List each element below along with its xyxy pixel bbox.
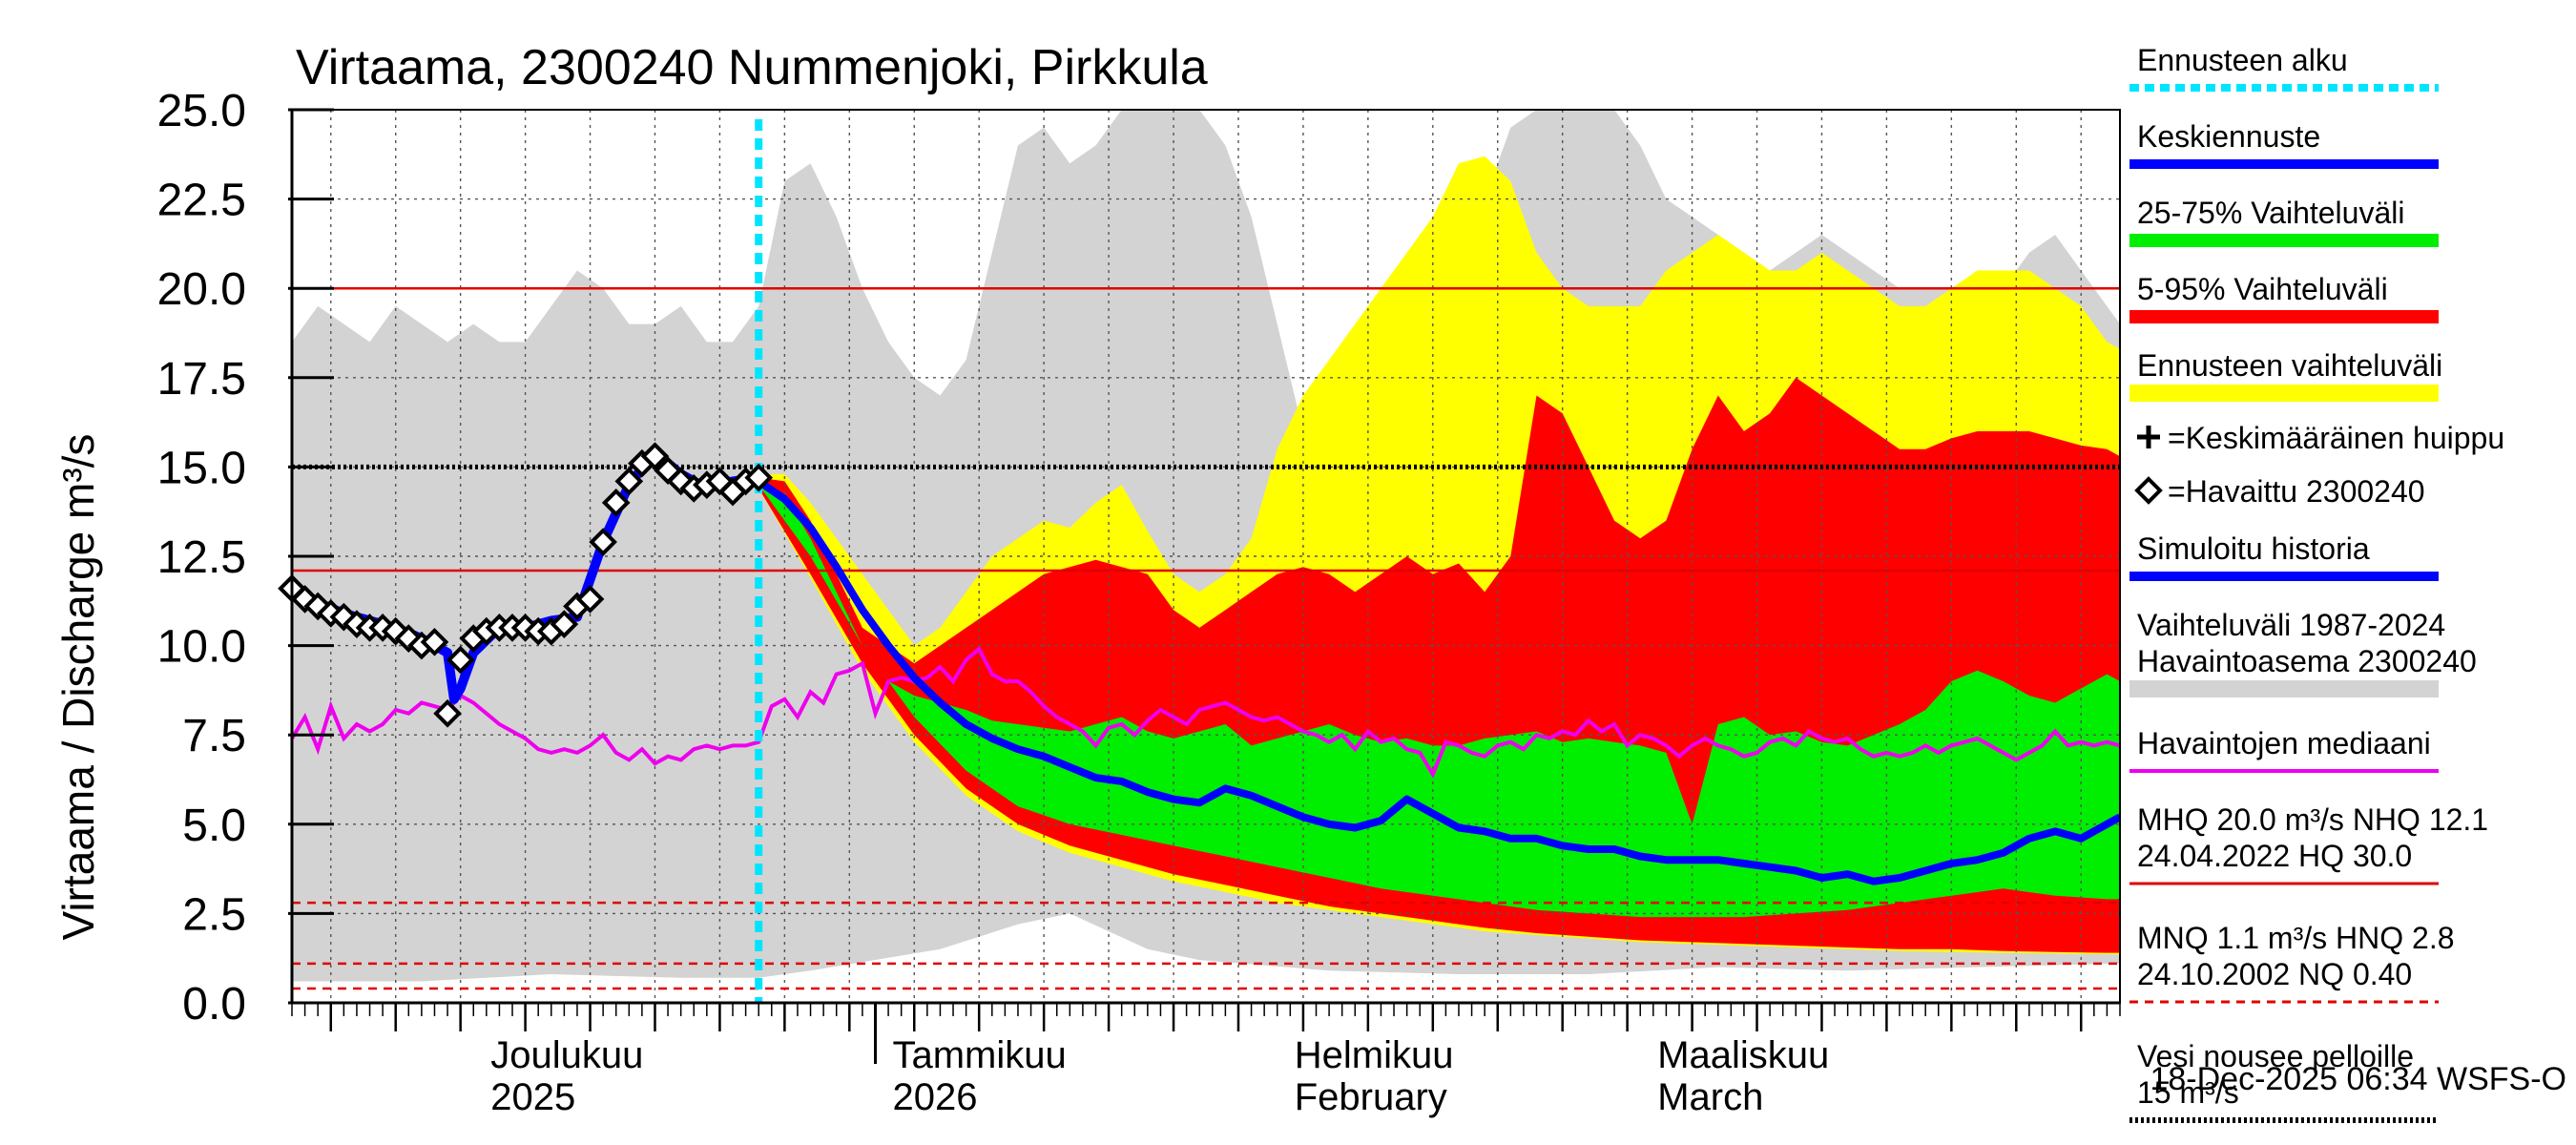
month-label: Joulukuu [490,1034,643,1076]
legend-swatch [2134,476,2163,505]
observed-point [420,628,449,656]
y-tick-label: 22.5 [157,176,246,226]
bands-layer [292,110,2120,982]
mean-forecast-line [756,478,2120,885]
y-tick-label: 25.0 [157,86,246,136]
legend-label: 25-75% Vaihteluväli [2137,196,2404,230]
legend-label: Havaintojen mediaani [2137,726,2431,760]
legend-label: Ennusteen alku [2137,43,2348,77]
y-tick-label: 20.0 [157,264,246,315]
chart-title: Virtaama, 2300240 Nummenjoki, Pirkkula [296,40,1208,95]
month-sublabel: March [1657,1076,1763,1118]
y-tick-label: 2.5 [182,889,246,940]
y-tick-label: 0.0 [182,979,246,1030]
observed-point [446,645,475,675]
observed-point [744,463,774,492]
y-tick-label: 15.0 [157,443,246,493]
observed-point [601,489,631,517]
observed-point [589,528,617,556]
legend-label: =Keskimääräinen huippu [2168,421,2504,455]
legend-label: 5-95% Vaihteluväli [2137,272,2388,306]
legend-label: =Havaittu 2300240 [2168,474,2425,509]
observed-point [550,610,579,638]
legend-label: 24.10.2002 NQ 0.40 [2137,957,2412,991]
legend-label: Ennusteen vaihteluväli [2137,348,2442,383]
observed-markers-layer [278,442,774,728]
legend-label: MHQ 20.0 m³/s NHQ 12.1 [2137,802,2488,837]
footer-timestamp: 18-Dec-2025 06:34 WSFS-O [2150,1061,2566,1097]
y-tick-label: 7.5 [182,711,246,761]
range-25-75-band [758,481,2120,918]
legend-label: Havaintoasema 2300240 [2137,644,2477,678]
legend-label: MNQ 1.1 m³/s HNQ 2.8 [2137,921,2455,955]
legend-label: Keskiennuste [2137,119,2320,154]
month-label: Tammikuu [892,1034,1066,1076]
y-tick-label: 10.0 [157,622,246,673]
legend-label: 24.04.2022 HQ 30.0 [2137,839,2412,873]
observed-point [640,442,670,470]
month-label: Maaliskuu [1657,1034,1829,1076]
observed-point [433,698,462,728]
y-tick-label: 5.0 [182,801,246,851]
axes-layer: 0.0 2.5 5.0 7.5 10.0 12.5 15.0 17.5 20.0 22.5 25.0… [157,86,2121,1118]
y-tick-label: 12.5 [157,532,246,583]
legend-label: Vaihteluväli 1987-2024 [2137,608,2445,642]
median-line [292,646,2120,779]
y-axis-label: Virtaama / Discharge m³/s [53,434,103,941]
legend-label: Vesi nousee pelloille [2137,1039,2414,1073]
month-label: Helmikuu [1295,1034,1454,1076]
observed-point [575,585,605,614]
month-sublabel: February [1295,1076,1447,1118]
legend: Ennusteen alku Keskiennuste 25-75% Vaihtel… [2129,43,2504,1123]
observed-point [614,467,644,496]
month-sublabel: 2025 [490,1076,575,1118]
legend-label: 15 m³/s [2137,1075,2239,1110]
y-tick-label: 17.5 [157,354,246,405]
legend-label: Simuloitu historia [2137,531,2370,566]
month-sublabel: 2026 [892,1076,977,1118]
